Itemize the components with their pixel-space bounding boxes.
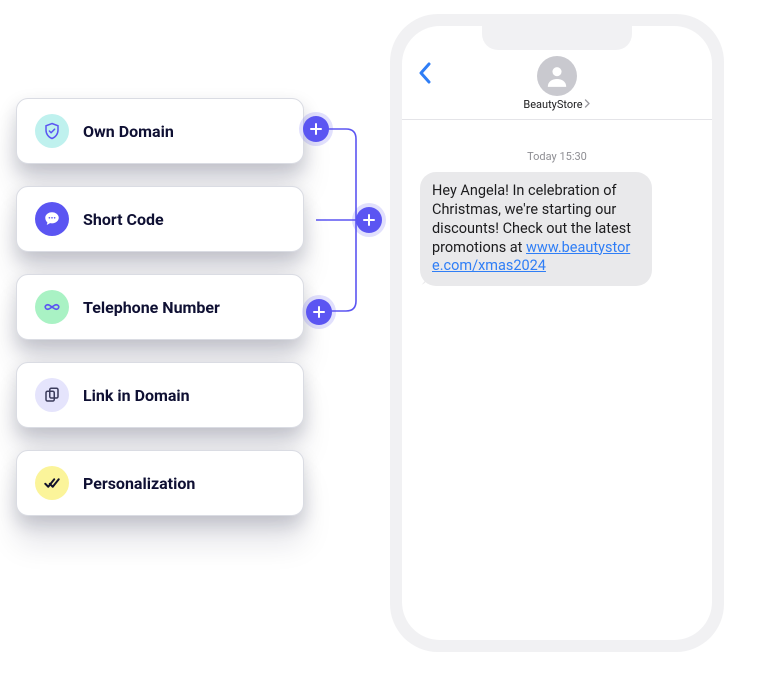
copy-icon [35,378,69,412]
phone-screen: BeautyStore Today 15:30 Hey Angela! In c… [402,26,712,640]
feature-card[interactable]: Telephone Number [16,274,304,340]
phone-notch [482,26,632,50]
contact-name-row[interactable]: BeautyStore [523,98,590,111]
feature-card-list: Own Domain Short Code Telephone Number L… [16,98,304,516]
feature-card[interactable]: Personalization [16,450,304,516]
plus-badge-icon[interactable] [306,299,332,325]
infinity-icon [35,290,69,324]
contact-name: BeautyStore [523,98,582,111]
feature-card-label: Personalization [83,474,195,493]
message-timestamp: Today 15:30 [402,150,712,163]
feature-card[interactable]: Short Code [16,186,304,252]
incoming-message-bubble: Hey Angela! In celebration of Christmas,… [420,172,652,286]
feature-card-label: Telephone Number [83,298,220,317]
feature-card-label: Own Domain [83,122,174,141]
feature-card[interactable]: Link in Domain [16,362,304,428]
messages-header: BeautyStore [402,56,712,120]
chat-bubble-icon [35,202,69,236]
feature-card-label: Short Code [83,210,164,229]
contact-avatar-icon[interactable] [537,56,577,96]
chevron-right-icon [584,99,591,111]
double-check-icon [35,466,69,500]
phone-mockup: BeautyStore Today 15:30 Hey Angela! In c… [390,14,724,652]
back-icon[interactable] [418,62,432,88]
plus-badge-icon[interactable] [303,116,329,142]
feature-card-label: Link in Domain [83,386,190,405]
feature-card[interactable]: Own Domain [16,98,304,164]
shield-check-icon [35,114,69,148]
